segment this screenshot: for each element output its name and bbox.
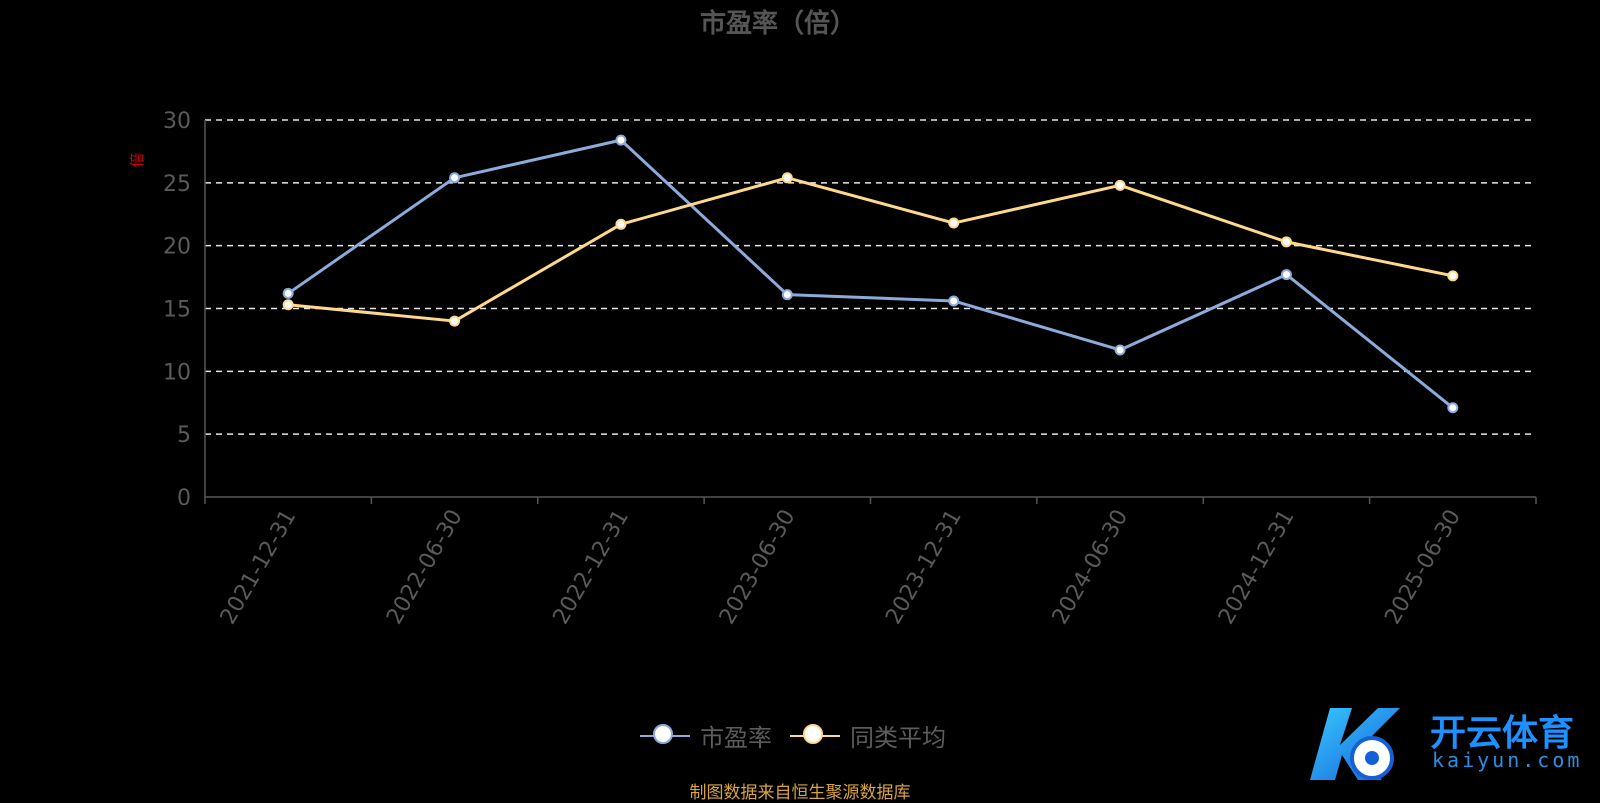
y-tick-label: 20 <box>163 235 191 260</box>
legend: 市盈率 同类平均 <box>640 718 946 753</box>
data-point[interactable] <box>615 134 627 146</box>
logo-icon <box>1310 708 1400 780</box>
x-tick-label: 2024-06-30 <box>1048 506 1134 629</box>
data-point[interactable] <box>1114 344 1126 356</box>
x-tick-label: 2023-06-30 <box>715 506 801 629</box>
y-axis-unit-label: 倍 <box>128 152 146 167</box>
legend-label-peer-average: 同类平均 <box>850 724 946 752</box>
legend-swatch-peer-average <box>790 722 840 750</box>
data-point[interactable] <box>948 295 960 307</box>
data-point[interactable] <box>1447 270 1459 282</box>
y-tick-label: 10 <box>163 360 191 385</box>
y-tick-label: 0 <box>177 486 191 511</box>
legend-dot <box>653 723 673 744</box>
data-point[interactable] <box>615 218 627 230</box>
data-point[interactable] <box>1280 236 1292 248</box>
x-tick-label: 2022-06-30 <box>382 506 468 629</box>
data-point[interactable] <box>781 172 793 184</box>
legend-swatch-pe <box>640 722 690 750</box>
x-tick-label: 2023-12-31 <box>881 506 967 629</box>
watermark-subtext: kaiyun.com <box>1432 748 1583 772</box>
source-note: 制图数据来自恒生聚源数据库 <box>689 783 911 803</box>
watermark-logo: 开云体育 kaiyun.com <box>1300 700 1600 790</box>
series-lines <box>282 134 1459 414</box>
axes: 0 5 10 15 20 25 30 2021-12-31 2022-06-30 2022-12-… <box>163 109 1537 629</box>
y-tick-label: 25 <box>163 172 191 197</box>
legend-item-peer-average[interactable]: 同类平均 <box>790 718 946 753</box>
data-point[interactable] <box>781 289 793 301</box>
data-point[interactable] <box>282 287 294 299</box>
x-tick-label: 2022-12-31 <box>549 506 635 629</box>
legend-label-pe: 市盈率 <box>700 724 772 752</box>
data-point[interactable] <box>1280 269 1292 281</box>
data-point[interactable] <box>449 315 461 327</box>
series-line <box>288 176 1454 323</box>
y-tick-label: 30 <box>163 109 191 134</box>
chart-title: 市盈率（倍） <box>700 8 856 39</box>
data-point[interactable] <box>1114 179 1126 191</box>
data-point[interactable] <box>1447 402 1459 414</box>
series-line <box>287 138 1454 409</box>
x-tick-label: 2021-12-31 <box>216 506 302 629</box>
y-tick-label: 5 <box>177 423 191 448</box>
x-tick-label: 2024-12-31 <box>1214 506 1300 629</box>
legend-item-pe[interactable]: 市盈率 <box>640 718 772 753</box>
legend-dot <box>803 723 823 744</box>
data-point[interactable] <box>449 172 461 184</box>
data-point[interactable] <box>948 217 960 229</box>
data-point[interactable] <box>282 299 294 311</box>
y-tick-label: 15 <box>163 298 191 323</box>
watermark-text: 开云体育 <box>1430 713 1575 754</box>
grid-lines <box>205 119 1536 435</box>
x-tick-label: 2025-06-30 <box>1380 506 1466 629</box>
